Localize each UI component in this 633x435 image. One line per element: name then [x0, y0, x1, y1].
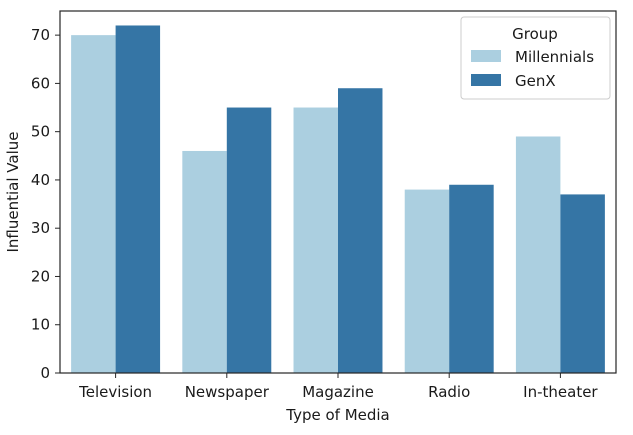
legend-title: Group [512, 25, 558, 43]
bar-genx-radio [449, 184, 494, 373]
y-axis-title: Influential Value [4, 132, 22, 253]
bar-genx-newspaper [226, 107, 272, 373]
bar-millennials-magazine [293, 107, 338, 373]
bar-genx-magazine [338, 88, 383, 373]
bar-millennials-television [71, 35, 116, 373]
bars-layer [71, 25, 605, 373]
y-tick-label: 20 [31, 267, 50, 285]
bar-genx-in-theater [560, 194, 605, 373]
bar-millennials-radio [404, 189, 450, 373]
y-tick-label: 10 [31, 316, 50, 334]
y-tick-label: 40 [31, 171, 50, 189]
bar-millennials-newspaper [182, 150, 227, 373]
legend-swatch-genx [471, 74, 501, 86]
x-tick-label-newspaper: Newspaper [185, 383, 270, 401]
x-tick-label-radio: Radio [428, 383, 470, 401]
x-tick-label-television: Television [78, 383, 152, 401]
x-axis-title: Type of Media [285, 406, 390, 424]
axes-layer: 0 10 20 30 40 50 60 70 Television Newspaper Magazi… [31, 10, 617, 401]
y-tick-label: 70 [31, 26, 50, 44]
legend-label-millennials: Millennials [515, 48, 594, 66]
bar-genx-television [115, 25, 161, 373]
legend-swatch-millennials [471, 50, 501, 62]
y-tick-label: 0 [40, 364, 50, 382]
y-tick-label: 30 [31, 219, 50, 237]
x-tick-label-in-theater: In-theater [523, 383, 598, 401]
legend-label-genx: GenX [515, 72, 556, 90]
bar-millennials-in-theater [515, 136, 561, 373]
y-tick-label: 50 [31, 123, 50, 141]
y-tick-label: 60 [31, 74, 50, 92]
legend: Group Millennials GenX [460, 16, 611, 100]
x-tick-label-magazine: Magazine [302, 383, 374, 401]
